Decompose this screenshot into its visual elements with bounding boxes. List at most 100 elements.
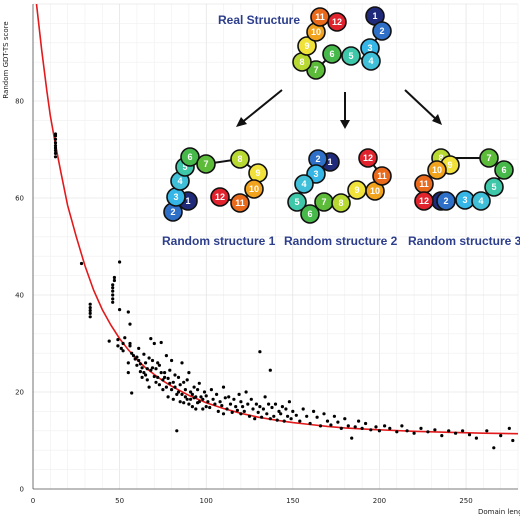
data-point xyxy=(216,409,220,413)
data-point xyxy=(454,431,458,435)
data-point xyxy=(268,417,272,421)
data-point xyxy=(447,429,451,433)
data-point xyxy=(164,385,168,389)
data-point xyxy=(204,405,208,409)
data-point xyxy=(147,385,151,389)
data-point xyxy=(474,436,478,440)
data-point xyxy=(156,375,160,379)
data-point xyxy=(180,392,184,396)
data-point xyxy=(121,349,125,353)
arrow-down-icon xyxy=(340,92,350,129)
data-point xyxy=(159,371,163,375)
data-point xyxy=(232,397,236,401)
bead-number: 12 xyxy=(215,192,225,202)
data-point xyxy=(161,378,165,382)
data-point xyxy=(388,426,392,430)
data-point xyxy=(88,306,92,310)
data-point xyxy=(149,337,153,341)
data-point xyxy=(128,344,132,348)
x-tick-label: 200 xyxy=(373,497,386,505)
bead-number: 2 xyxy=(443,196,448,206)
data-point xyxy=(419,426,423,430)
bead-10 xyxy=(427,160,447,180)
data-point xyxy=(286,414,290,418)
data-point xyxy=(511,438,515,443)
bead-4 xyxy=(294,174,314,194)
data-point xyxy=(142,352,146,356)
data-point xyxy=(157,363,161,367)
data-point xyxy=(185,397,189,401)
data-point xyxy=(145,367,149,371)
bead-12 xyxy=(327,12,347,32)
data-point xyxy=(88,311,92,315)
data-point xyxy=(228,402,233,406)
data-point xyxy=(163,375,167,379)
data-point xyxy=(244,390,248,394)
data-point xyxy=(211,397,215,401)
data-point xyxy=(140,366,144,370)
data-point xyxy=(268,368,272,372)
data-point xyxy=(161,388,165,392)
data-point xyxy=(239,400,243,404)
data-point xyxy=(178,383,182,387)
data-point xyxy=(213,402,217,406)
data-point xyxy=(225,407,229,411)
bead-5 xyxy=(341,46,361,66)
data-point xyxy=(150,366,155,370)
bead-6 xyxy=(494,160,514,180)
x-tick-label: 0 xyxy=(31,497,35,505)
data-point xyxy=(492,446,496,450)
data-point xyxy=(499,434,503,438)
data-point xyxy=(189,397,193,401)
data-point xyxy=(277,409,281,413)
bead-number: 5 xyxy=(294,197,299,207)
data-point xyxy=(294,413,298,417)
data-point xyxy=(322,412,326,416)
data-point xyxy=(287,400,291,404)
grid xyxy=(32,3,519,490)
data-point xyxy=(249,397,253,401)
data-point xyxy=(156,361,160,365)
random-structure-3-caption: Random structure 3 xyxy=(408,234,520,248)
data-point xyxy=(159,340,163,345)
arrow-right-icon xyxy=(404,89,442,125)
data-point xyxy=(318,424,323,428)
data-point xyxy=(180,361,184,365)
data-point xyxy=(221,385,226,389)
data-point xyxy=(270,405,274,410)
data-point xyxy=(171,380,175,384)
bead-number: 1 xyxy=(327,157,332,167)
data-point xyxy=(298,419,302,423)
data-point xyxy=(383,424,387,428)
data-point xyxy=(111,293,115,297)
bead-12 xyxy=(358,148,378,168)
data-point xyxy=(128,341,132,346)
data-point xyxy=(135,355,139,359)
data-point xyxy=(137,358,141,363)
data-point xyxy=(220,404,224,408)
data-point xyxy=(192,385,196,389)
data-point xyxy=(267,402,271,406)
data-point xyxy=(126,371,130,375)
bead-number: 5 xyxy=(182,162,187,172)
bead-number: 10 xyxy=(432,165,442,175)
bead-number: 7 xyxy=(313,65,318,75)
data-point xyxy=(112,278,116,283)
data-point xyxy=(230,410,234,414)
data-point xyxy=(242,409,246,413)
bead-7 xyxy=(196,154,216,174)
data-point xyxy=(175,429,179,433)
data-point xyxy=(251,407,255,411)
data-point xyxy=(374,425,378,429)
data-point xyxy=(140,375,144,379)
data-point xyxy=(173,373,177,377)
data-point xyxy=(336,420,340,424)
bead-number: 12 xyxy=(332,17,342,27)
data-point xyxy=(116,338,120,342)
data-point xyxy=(461,429,465,433)
data-point xyxy=(128,322,132,326)
data-point xyxy=(164,354,168,358)
data-point xyxy=(170,388,174,392)
data-point xyxy=(187,402,191,406)
